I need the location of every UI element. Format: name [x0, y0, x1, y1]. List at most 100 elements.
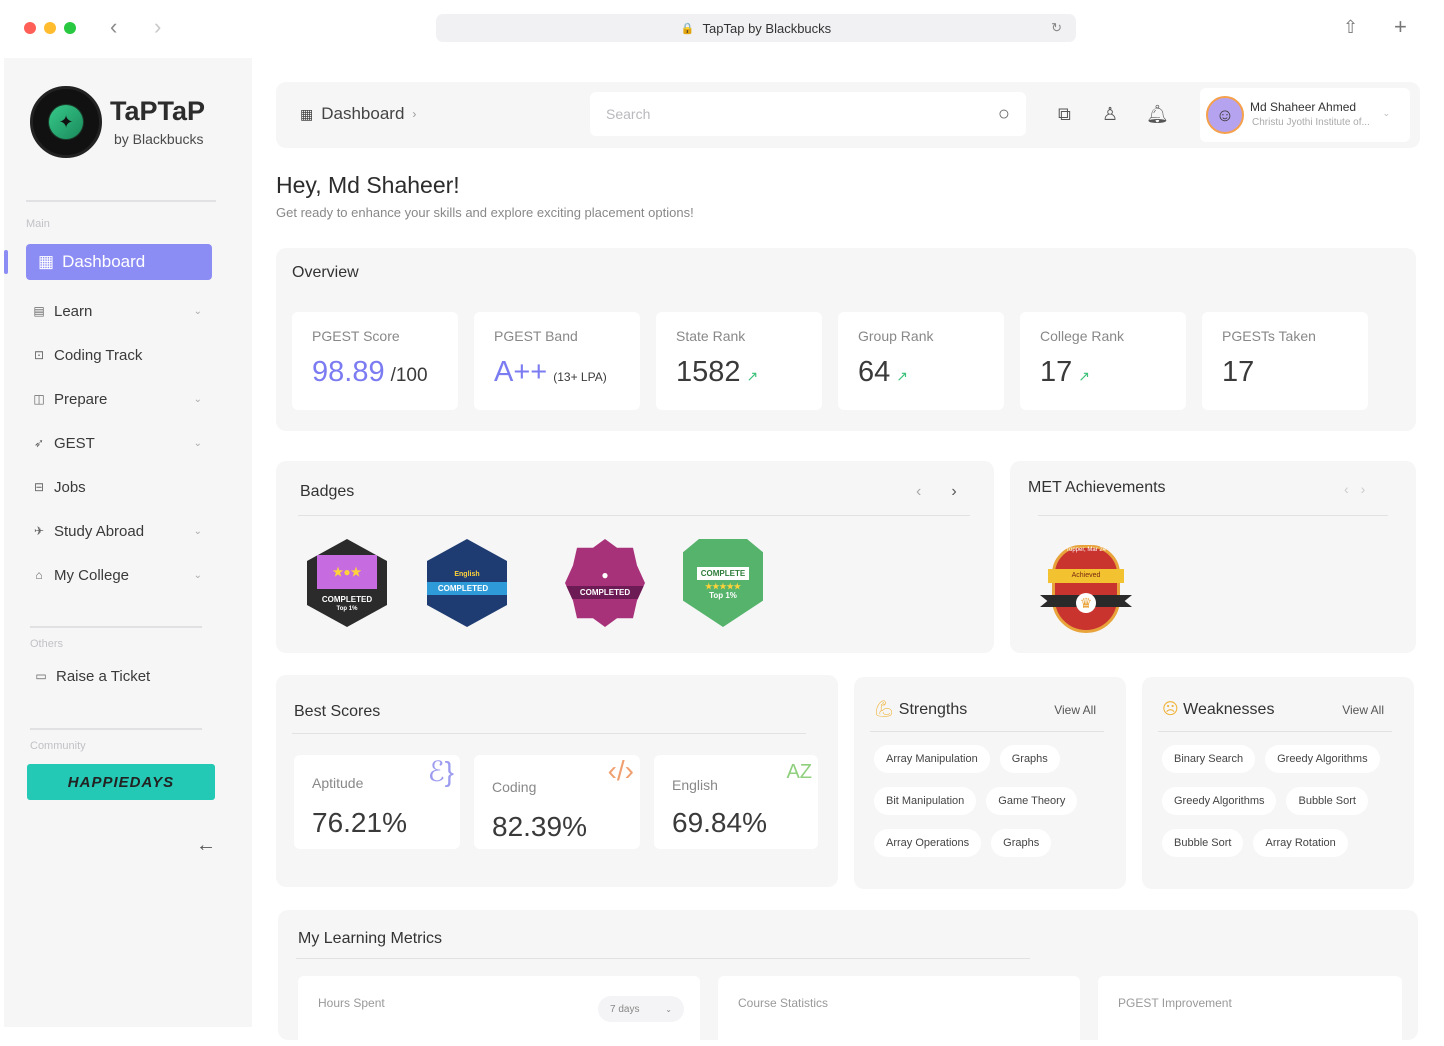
address-bar[interactable]: 🔒 TapTap by Blackbucks ↻ — [436, 14, 1076, 42]
deer-icon: ✦ — [49, 105, 83, 139]
chevron-down-icon: ⌄ — [1382, 108, 1390, 118]
score-card-aptitude: Aptitude 76.21% ℰ} — [294, 755, 460, 849]
code-brackets-icon: ‹/› — [607, 755, 634, 786]
section-label-others: Others — [30, 638, 64, 650]
chevron-left-icon[interactable]: ‹ — [1344, 481, 1349, 497]
reload-icon[interactable]: ↻ — [1051, 20, 1062, 35]
sidebar-item-prepare[interactable]: ◫ Prepare ⌄ — [32, 387, 202, 411]
cup-icon: ♛ — [1076, 593, 1096, 613]
forward-icon[interactable]: › — [154, 14, 162, 39]
sidebar-item-label: Learn — [54, 302, 93, 320]
carousel-controls: ‹ › — [916, 483, 957, 501]
best-scores-panel: Best Scores Aptitude 76.21% ℰ} Coding 82… — [276, 675, 838, 887]
skill-chip[interactable]: Array Operations — [874, 829, 982, 857]
view-all-weaknesses-link[interactable]: View All — [1342, 703, 1384, 717]
trend-up-icon: ↗ — [896, 368, 908, 384]
weaknesses-chips: Binary Search Greedy Algorithms Greedy A… — [1162, 745, 1402, 857]
sidebar-item-learn[interactable]: ▤ Learn ⌄ — [32, 299, 202, 323]
chevron-right-icon[interactable]: › — [1360, 481, 1366, 497]
code-editor-icon[interactable]: ⧉ — [1058, 104, 1071, 124]
badge[interactable]: COMPLETE ★★★★★ Top 1% — [680, 537, 766, 629]
divider — [296, 958, 1030, 959]
skill-chip[interactable]: Bubble Sort — [1162, 829, 1244, 857]
stat-card-pgest-band: PGEST Band A++ (13+ LPA) — [474, 312, 640, 410]
skill-chip[interactable]: Bubble Sort — [1286, 787, 1368, 815]
bell-icon[interactable]: 🔔︎ — [1146, 104, 1169, 124]
page-url-title: TapTap by Blackbucks — [702, 20, 832, 36]
brain-icon: ℰ} — [427, 756, 454, 787]
stat-number: 98.89 — [312, 356, 385, 388]
new-tab-icon[interactable]: + — [1394, 14, 1407, 39]
badge[interactable]: ● COMPLETED — [562, 537, 648, 629]
skill-chip[interactable]: Greedy Algorithms — [1162, 787, 1277, 815]
user-profile-menu[interactable]: ☺ Md Shaheer Ahmed Christu Jyothi Instit… — [1200, 88, 1410, 142]
happiedays-button[interactable]: HAPPIEDAYS — [27, 764, 215, 800]
badge[interactable]: ★●★ COMPLETED Top 1% — [304, 537, 390, 629]
met-achievements-panel: MET Achievements ‹ › Topper, Mar 24 Achi… — [1010, 461, 1416, 653]
chevron-down-icon: ⌄ — [193, 437, 202, 449]
view-all-strengths-link[interactable]: View All — [1054, 703, 1096, 717]
score-label: English — [672, 777, 718, 793]
skill-chip[interactable]: Binary Search — [1162, 745, 1256, 773]
search-input[interactable] — [606, 106, 998, 122]
stat-card-college-rank: College Rank 17 ↗ — [1020, 312, 1186, 410]
badge-caption: COMPLETED — [565, 585, 645, 599]
hierarchy-icon[interactable]: ♙ — [1102, 104, 1119, 124]
search-icon[interactable]: ○ — [997, 102, 1010, 125]
stat-value: 17 ↗ — [1040, 356, 1090, 389]
chevron-left-icon[interactable]: ‹ — [916, 483, 922, 500]
worried-face-icon: ☹ — [1162, 701, 1179, 718]
sidebar-item-jobs[interactable]: ⊟ Jobs — [32, 475, 202, 499]
share-icon[interactable]: ⇧ — [1343, 17, 1359, 37]
skill-chip[interactable]: Array Rotation — [1253, 829, 1348, 857]
browser-chrome: ‹ › 🔒 TapTap by Blackbucks ↻ ⇧ + — [0, 0, 1444, 56]
sidebar-item-raise-ticket[interactable]: ▭ Raise a Ticket — [34, 664, 204, 688]
sidebar-item-coding-track[interactable]: ⊡ Coding Track — [32, 343, 202, 367]
star-icon: ★●★ — [317, 554, 377, 589]
skill-chip[interactable]: Array Manipulation — [874, 745, 990, 773]
sidebar-item-study-abroad[interactable]: ✈ Study Abroad ⌄ — [32, 519, 202, 543]
stat-card-state-rank: State Rank 1582 ↗ — [656, 312, 822, 410]
section-title: Badges — [300, 483, 355, 500]
skill-chip[interactable]: Graphs — [991, 829, 1052, 857]
skill-chip[interactable]: Bit Manipulation — [874, 787, 977, 815]
sidebar-item-dashboard[interactable]: ▦ Dashboard — [26, 244, 212, 280]
stat-suffix: (13+ LPA) — [553, 370, 607, 384]
top-bar: ▦ Dashboard › ○ ⧉ ♙ 🔔︎ ☺ Md Shaheer Ahme… — [276, 82, 1420, 148]
badge[interactable]: English COMPLETED — [424, 537, 510, 629]
divider — [1038, 515, 1388, 516]
window-controls — [24, 22, 76, 34]
back-icon[interactable]: ‹ — [110, 14, 118, 39]
skill-chip[interactable]: Graphs — [999, 745, 1060, 773]
strengths-panel: 💪︎ Strengths View All Array Manipulation… — [854, 677, 1126, 889]
sidebar-item-label: Raise a Ticket — [56, 667, 151, 685]
collapse-sidebar-icon[interactable]: ← — [196, 834, 216, 856]
skill-chip[interactable]: Greedy Algorithms — [1265, 745, 1380, 773]
breadcrumb-item[interactable]: Dashboard — [321, 104, 405, 123]
divider — [1158, 731, 1392, 732]
chevron-down-icon: ⌄ — [665, 1004, 672, 1014]
stat-value: 98.89 /100 — [312, 356, 428, 389]
metric-label: Hours Spent — [318, 996, 385, 1010]
logo-icon: ● — [601, 567, 609, 582]
period-select[interactable]: 7 days ⌄ — [598, 996, 684, 1022]
close-window-button[interactable] — [24, 22, 36, 34]
section-title: Best Scores — [294, 703, 381, 720]
sidebar-item-label: Dashboard — [62, 252, 146, 271]
trophy-badge[interactable]: Topper, Mar 24 Achieved ♛ — [1040, 545, 1132, 633]
sidebar-item-my-college[interactable]: ⌂ My College ⌄ — [32, 563, 202, 587]
ticket-icon: ▭ — [35, 669, 47, 683]
trophy-icon — [1052, 545, 1120, 633]
sidebar-item-gest[interactable]: ➶ GEST ⌄ — [32, 431, 202, 455]
minimize-window-button[interactable] — [44, 22, 56, 34]
chevron-down-icon: ⌄ — [193, 305, 202, 317]
flexed-arm-icon: 💪︎ — [874, 701, 895, 718]
maximize-window-button[interactable] — [64, 22, 76, 34]
star-icon: ★★★★★ — [705, 581, 741, 591]
skill-chip[interactable]: Game Theory — [986, 787, 1078, 815]
badge-hexagon: ★●★ COMPLETED Top 1% — [307, 539, 387, 627]
score-value: 76.21% — [312, 807, 407, 838]
learning-metrics-panel: My Learning Metrics Hours Spent 7 days ⌄… — [278, 910, 1418, 1046]
chevron-right-icon[interactable]: › — [951, 483, 957, 500]
stat-number: 64 — [858, 356, 891, 388]
